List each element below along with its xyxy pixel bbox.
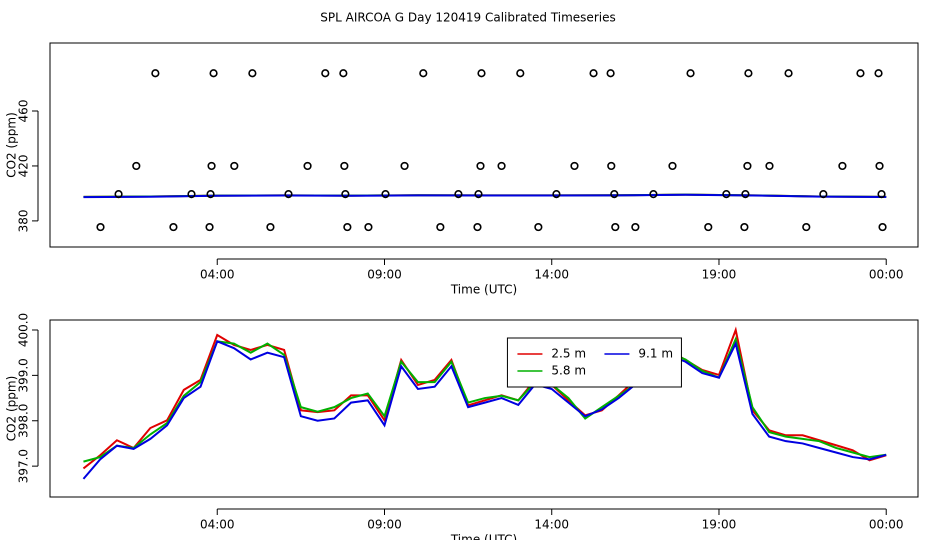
data-point: [477, 69, 486, 78]
data-point: [722, 190, 731, 199]
y-axis-title: CO2 (ppm): [5, 112, 19, 178]
data-point: [838, 161, 847, 171]
data-point: [381, 190, 390, 199]
x-axis-title: Time (UTC): [450, 533, 517, 540]
x-axis-title: Time (UTC): [450, 283, 517, 297]
data-point: [266, 222, 275, 232]
data-point: [819, 190, 828, 199]
y-axis-title: CO2 (ppm): [5, 376, 19, 442]
x-tick-label: 00:00: [869, 268, 904, 282]
x-tick-label: 19:00: [702, 518, 737, 532]
data-point: [114, 190, 123, 199]
y-tick-label: 420: [17, 154, 31, 177]
legend-label: 5.8 m: [551, 364, 586, 378]
data-point: [877, 190, 886, 199]
plot-frame: [49, 319, 919, 498]
data-point: [631, 222, 640, 232]
data-point: [187, 190, 196, 199]
legend-label: 2.5 m: [551, 347, 586, 361]
data-point: [784, 69, 793, 78]
data-point: [874, 69, 883, 78]
x-tick-label: 14:00: [534, 268, 569, 282]
data-point: [606, 69, 615, 78]
data-point: [743, 161, 752, 171]
data-point: [205, 222, 214, 232]
plot-frame: [49, 42, 919, 248]
data-point: [741, 190, 750, 199]
data-point: [476, 161, 485, 171]
data-point: [668, 161, 677, 171]
data-point: [248, 69, 257, 78]
data-point: [206, 190, 215, 199]
data-point: [610, 190, 619, 199]
data-point: [649, 190, 658, 199]
data-point: [436, 222, 445, 232]
x-tick-label: 14:00: [534, 518, 569, 532]
data-point: [744, 69, 753, 78]
data-point: [611, 222, 620, 232]
data-point: [802, 222, 811, 232]
data-point: [589, 69, 598, 78]
chart-title: SPL AIRCOA G Day 120419 Calibrated Times…: [320, 11, 615, 25]
data-point: [284, 190, 293, 199]
data-point: [151, 69, 160, 78]
y-tick-label: 380: [17, 209, 31, 232]
data-point: [765, 161, 774, 171]
data-point: [607, 161, 616, 171]
x-tick-label: 09:00: [367, 268, 402, 282]
x-tick-label: 09:00: [367, 518, 402, 532]
y-tick-label: 460: [17, 100, 31, 123]
data-point: [364, 222, 373, 232]
data-point: [209, 69, 218, 78]
x-tick-label: 00:00: [869, 518, 904, 532]
data-point: [704, 222, 713, 232]
legend-box: [506, 337, 682, 388]
y-tick-label: 397.0: [17, 449, 31, 483]
data-point: [473, 222, 482, 232]
data-point: [856, 69, 865, 78]
data-point: [340, 161, 349, 171]
x-tick-label: 04:00: [200, 518, 235, 532]
data-line: [83, 193, 887, 199]
data-point: [875, 161, 884, 171]
data-point: [740, 222, 749, 232]
data-point: [552, 190, 561, 199]
data-point: [570, 161, 579, 171]
data-line: [82, 340, 887, 480]
y-tick-label: 398.0: [17, 404, 31, 438]
y-tick-label: 400.0: [17, 313, 31, 347]
legend-label: 9.1 m: [638, 347, 673, 361]
data-point: [132, 161, 141, 171]
data-point: [96, 222, 105, 232]
x-tick-label: 19:00: [702, 268, 737, 282]
x-tick-label: 04:00: [200, 268, 235, 282]
data-point: [230, 161, 239, 171]
data-point: [400, 161, 409, 171]
data-point: [339, 69, 348, 78]
data-line: [82, 326, 887, 470]
data-point: [321, 69, 330, 78]
data-point: [419, 69, 428, 78]
y-tick-label: 399.0: [17, 358, 31, 392]
data-point: [454, 190, 463, 199]
data-point: [497, 161, 506, 171]
data-point: [341, 190, 350, 199]
data-point: [474, 190, 483, 199]
data-point: [516, 69, 525, 78]
data-point: [343, 222, 352, 232]
data-point: [534, 222, 543, 232]
data-point: [878, 222, 887, 232]
data-point: [686, 69, 695, 78]
data-point: [169, 222, 178, 232]
data-point: [207, 161, 216, 171]
data-point: [303, 161, 312, 171]
